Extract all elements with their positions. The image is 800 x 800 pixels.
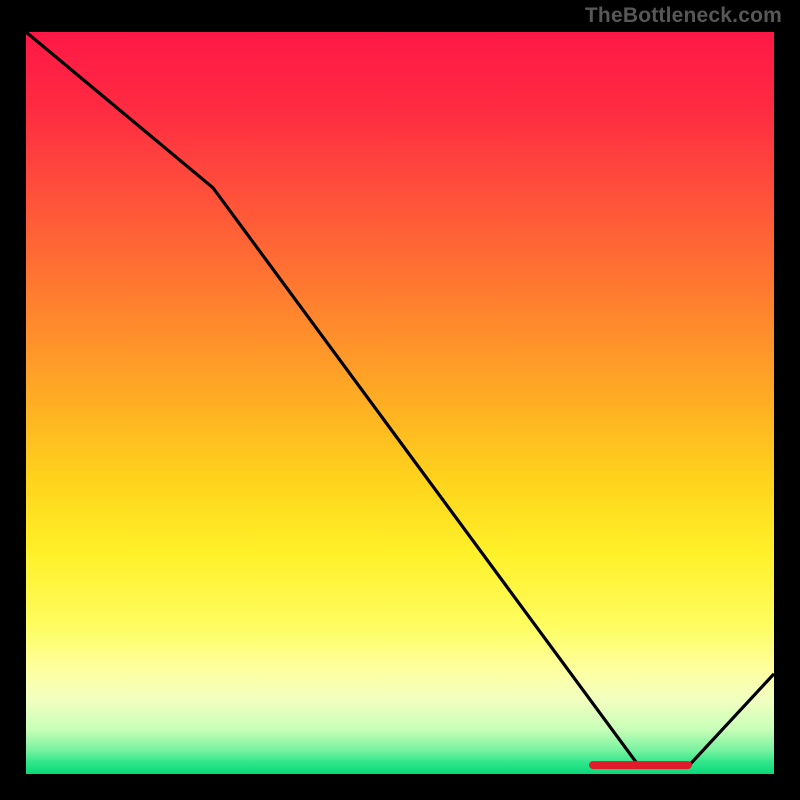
gradient-background [26, 32, 774, 774]
chart-svg [26, 32, 774, 774]
attribution-label: TheBottleneck.com [585, 4, 782, 28]
plot-area [26, 32, 774, 774]
chart-container: TheBottleneck.com [0, 0, 800, 800]
